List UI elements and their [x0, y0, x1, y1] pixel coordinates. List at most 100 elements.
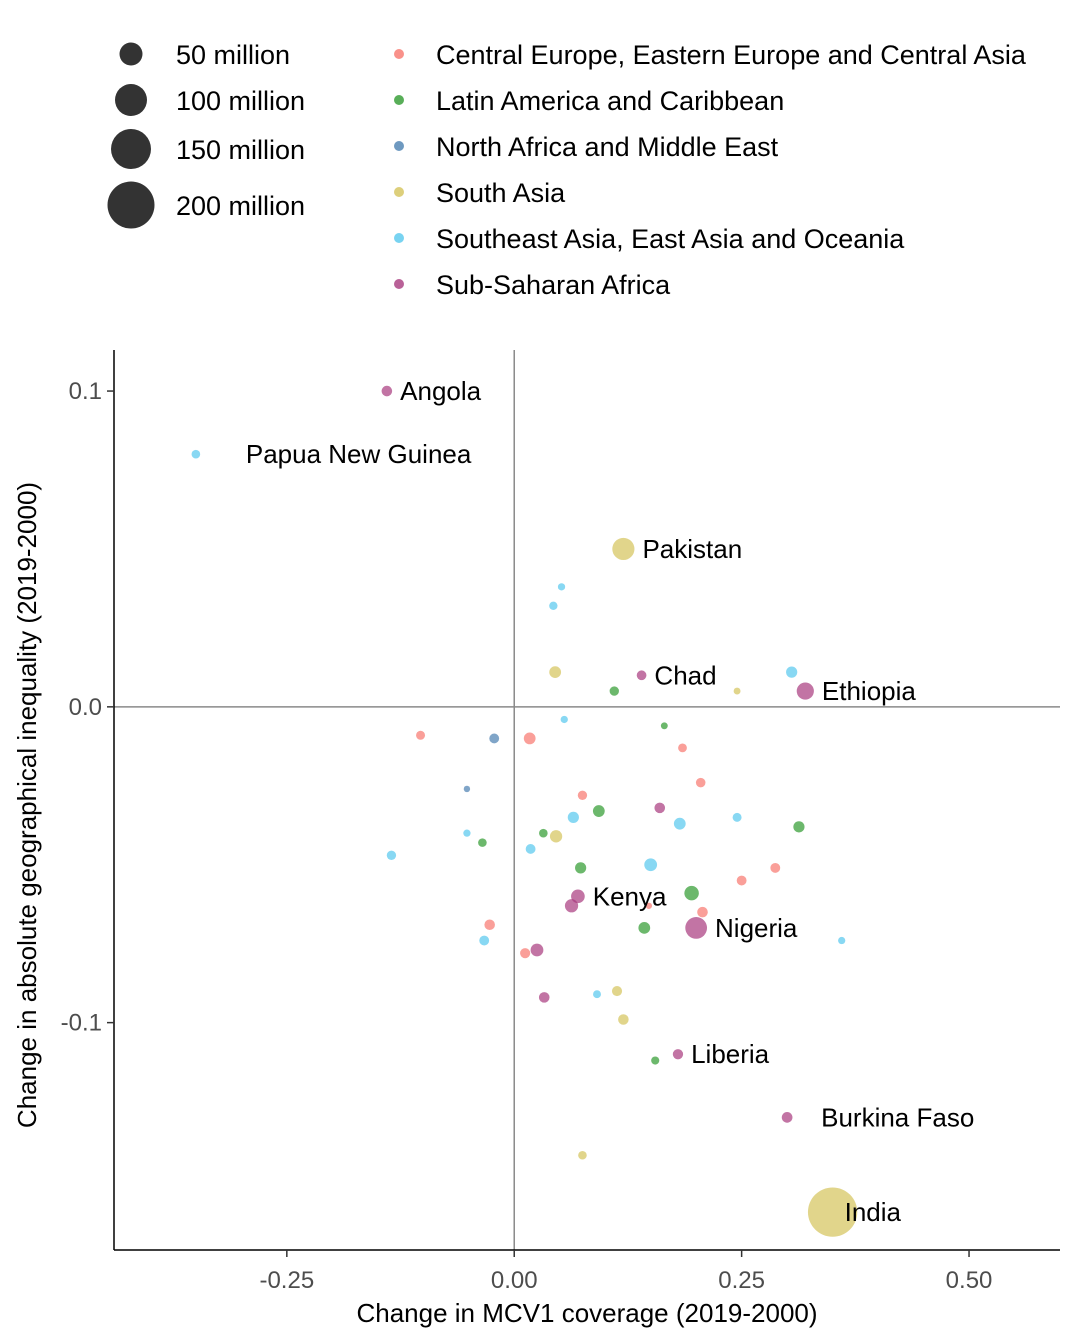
data-point — [651, 1056, 660, 1065]
data-point — [567, 811, 579, 823]
data-point — [577, 790, 588, 800]
label-nigeria: Nigeria — [715, 913, 798, 943]
point-liberia — [672, 1049, 684, 1060]
plot-area: Angola Papua New Guinea Pakistan Chad Ethiop… — [61, 350, 1060, 1294]
region-legend-swatch — [394, 95, 404, 105]
size-legend-label: 100 million — [176, 86, 305, 116]
size-legend-circle — [107, 181, 155, 229]
data-point — [416, 730, 426, 740]
data-point — [578, 1150, 587, 1160]
data-point — [463, 785, 471, 793]
point-burkina-faso — [781, 1112, 793, 1123]
label-liberia: Liberia — [691, 1039, 770, 1069]
x-axis-title: Change in MCV1 coverage (2019-2000) — [356, 1298, 817, 1328]
data-point — [549, 830, 563, 843]
x-tick-label: 0.50 — [946, 1267, 993, 1294]
point-papua-new-guinea — [191, 449, 201, 459]
label-papua-new-guinea: Papua New Guinea — [246, 439, 472, 469]
data-point — [660, 722, 668, 730]
y-axis-title: Change in absolute geographical inequali… — [12, 482, 42, 1128]
point-angola — [381, 385, 393, 397]
size-legend: 50 million 100 million 150 million 200 mill… — [107, 40, 305, 229]
size-legend-label: 200 million — [176, 191, 305, 221]
region-legend-swatch — [394, 141, 404, 151]
label-pakistan: Pakistan — [642, 534, 742, 564]
y-tick-label: 0.0 — [69, 694, 102, 721]
label-ethiopia: Ethiopia — [822, 676, 916, 706]
data-point — [697, 906, 708, 918]
region-legend-swatch — [394, 49, 404, 59]
data-point — [386, 850, 397, 860]
y-tick-label: 0.1 — [69, 378, 102, 405]
data-point — [484, 919, 495, 931]
size-legend-circle — [111, 129, 151, 169]
data-point — [478, 838, 487, 847]
size-legend-circle — [119, 42, 143, 66]
data-point — [638, 922, 651, 934]
data-point — [733, 687, 741, 695]
point-kenya — [571, 889, 585, 904]
x-tick-label: -0.25 — [259, 1267, 314, 1294]
data-point — [732, 812, 742, 822]
data-point — [520, 948, 531, 959]
data-point — [560, 715, 568, 724]
data-point — [549, 666, 562, 678]
data-point — [575, 862, 587, 874]
point-ethiopia — [796, 682, 814, 700]
region-legend-label: Latin America and Caribbean — [436, 86, 784, 116]
region-legend-label: Sub-Saharan Africa — [436, 270, 671, 300]
point-pakistan — [612, 537, 635, 561]
label-angola: Angola — [400, 376, 481, 406]
region-legend-label: Central Europe, Eastern Europe and Centr… — [436, 40, 1027, 70]
data-point — [479, 935, 490, 946]
region-legend-label: North Africa and Middle East — [436, 132, 779, 162]
data-point — [673, 817, 686, 830]
data-point — [593, 990, 601, 999]
label-chad: Chad — [654, 660, 716, 690]
point-india — [807, 1187, 858, 1237]
data-point — [564, 899, 579, 913]
x-tick-label: 0.25 — [718, 1267, 765, 1294]
label-india: India — [845, 1197, 902, 1227]
point-nigeria — [685, 917, 708, 939]
point-chad — [636, 670, 647, 681]
data-point — [786, 666, 798, 678]
data-point — [611, 985, 623, 997]
data-point — [549, 601, 558, 610]
region-legend-swatch — [394, 233, 404, 243]
label-kenya: Kenya — [593, 881, 667, 911]
data-point — [463, 829, 471, 837]
region-legend-label: Southeast Asia, East Asia and Oceania — [436, 224, 905, 254]
region-legend-swatch — [394, 279, 404, 289]
label-burkina-faso: Burkina Faso — [821, 1102, 974, 1132]
data-point — [684, 885, 699, 901]
data-point — [838, 936, 846, 945]
y-tick-label: -0.1 — [61, 1010, 102, 1037]
data-point — [645, 902, 653, 909]
data-point — [678, 743, 687, 753]
region-legend-label: South Asia — [436, 178, 566, 208]
data-point — [695, 777, 706, 788]
size-legend-label: 50 million — [176, 40, 290, 70]
data-point — [489, 733, 500, 744]
data-point — [539, 828, 548, 838]
data-point — [538, 992, 550, 1003]
data-point — [618, 1014, 629, 1025]
data-point — [793, 821, 805, 833]
x-tick-label: 0.00 — [491, 1267, 538, 1294]
data-point — [523, 732, 536, 745]
data-point — [736, 875, 747, 886]
data-point — [770, 862, 781, 873]
size-legend-circle — [115, 84, 147, 116]
region-legend-swatch — [394, 187, 404, 197]
data-point — [592, 805, 605, 817]
data-point — [654, 802, 666, 814]
data-point — [557, 583, 566, 591]
data-point — [530, 943, 544, 957]
size-legend-label: 150 million — [176, 135, 305, 165]
data-point — [644, 858, 658, 872]
region-legend: Central Europe, Eastern Europe and Centr… — [394, 40, 1027, 300]
data-point — [525, 844, 536, 854]
data-point — [609, 686, 619, 696]
